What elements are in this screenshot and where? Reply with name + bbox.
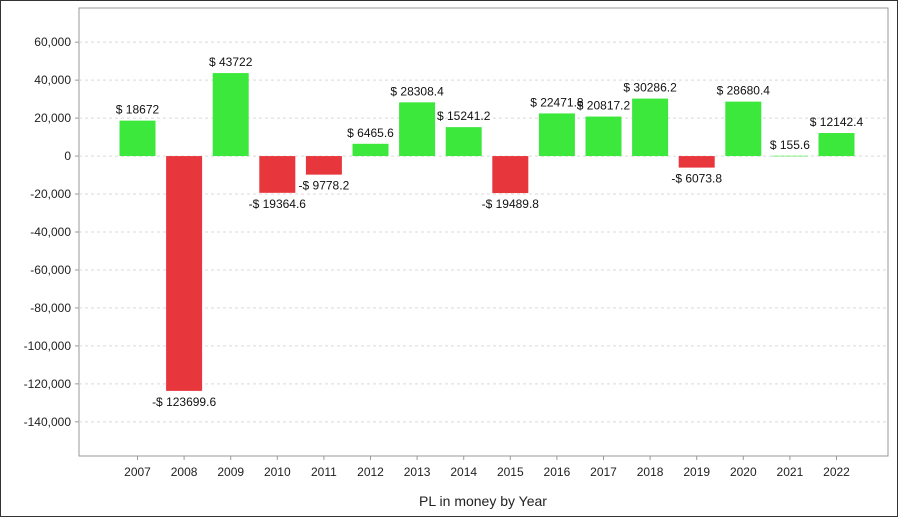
y-tick-label: -60,000 — [30, 263, 71, 277]
x-tick-label: 2010 — [264, 465, 291, 479]
data-label-2009: $ 43722 — [209, 55, 253, 69]
bar-2007[interactable] — [119, 120, 156, 157]
bar-2018[interactable] — [632, 98, 669, 157]
y-tick-label: -40,000 — [30, 225, 71, 239]
bar-2010[interactable] — [259, 156, 296, 193]
x-tick-label: 2012 — [357, 465, 384, 479]
x-tick-label: 2017 — [590, 465, 617, 479]
x-tick-label: 2008 — [171, 465, 198, 479]
bar-2014[interactable] — [445, 127, 482, 157]
y-tick-label: -140,000 — [24, 415, 72, 429]
data-label-2020: $ 28680.4 — [717, 84, 771, 98]
x-tick-label: 2021 — [777, 465, 804, 479]
data-label-2014: $ 15241.2 — [437, 109, 491, 123]
data-label-2017: $ 20817.2 — [577, 99, 631, 113]
data-label-2007: $ 18672 — [116, 103, 160, 117]
bar-2012[interactable] — [352, 143, 389, 157]
x-tick-label: 2015 — [497, 465, 524, 479]
bars — [119, 73, 855, 391]
data-label-2012: $ 6465.6 — [347, 126, 394, 140]
data-label-2008: -$ 123699.6 — [152, 395, 216, 409]
x-axis-title: PL in money by Year — [419, 493, 547, 509]
x-tick-label: 2009 — [217, 465, 244, 479]
bar-2022[interactable] — [818, 133, 855, 157]
bar-2015[interactable] — [492, 156, 529, 194]
x-tick-label: 2011 — [311, 465, 337, 479]
data-label-2010: -$ 19364.6 — [249, 197, 307, 211]
data-label-2021: $ 155.6 — [770, 138, 810, 152]
y-tick-label: -100,000 — [24, 339, 72, 353]
bar-2019[interactable] — [678, 156, 715, 168]
y-tick-label: 60,000 — [34, 35, 71, 49]
bar-2021[interactable] — [771, 155, 808, 157]
x-tick-label: 2016 — [544, 465, 571, 479]
data-labels: $ 18672 -$ 123699.6 $ 43722 -$ 19364.6 -$ 97… — [116, 55, 864, 409]
x-tick-label: 2014 — [450, 465, 477, 479]
data-label-2015: -$ 19489.8 — [482, 197, 540, 211]
y-tick-label: -120,000 — [24, 377, 72, 391]
bar-2020[interactable] — [725, 101, 762, 157]
x-tick-label: 2013 — [404, 465, 431, 479]
y-tick-label: 20,000 — [34, 111, 71, 125]
x-axis: 2007 2008 2009 2010 2011 2012 2013 2014 2015 2016… — [124, 456, 850, 479]
bar-2013[interactable] — [399, 102, 436, 157]
x-tick-label: 2022 — [823, 465, 850, 479]
bar-2008[interactable] — [166, 156, 203, 391]
data-label-2019: -$ 6073.8 — [671, 172, 722, 186]
data-label-2018: $ 30286.2 — [623, 81, 677, 95]
y-axis: 60,000 40,000 20,000 0 -20,000 -40,000 -60,000… — [24, 35, 79, 429]
x-tick-label: 2007 — [124, 465, 151, 479]
x-tick-label: 2018 — [637, 465, 664, 479]
data-label-2022: $ 12142.4 — [810, 115, 864, 129]
data-label-2016: $ 22471.8 — [530, 95, 584, 109]
y-tick-label: -20,000 — [30, 187, 71, 201]
bar-2011[interactable] — [305, 156, 342, 175]
x-tick-label: 2019 — [683, 465, 710, 479]
y-tick-label: 40,000 — [34, 73, 71, 87]
bar-2017[interactable] — [585, 116, 622, 157]
x-tick-label: 2020 — [730, 465, 757, 479]
y-tick-label: -80,000 — [30, 301, 71, 315]
bar-2016[interactable] — [538, 113, 575, 157]
y-tick-label: 0 — [64, 149, 71, 163]
data-label-2013: $ 28308.4 — [390, 84, 444, 98]
data-label-2011: -$ 9778.2 — [299, 179, 350, 193]
bar-2009[interactable] — [212, 73, 249, 157]
